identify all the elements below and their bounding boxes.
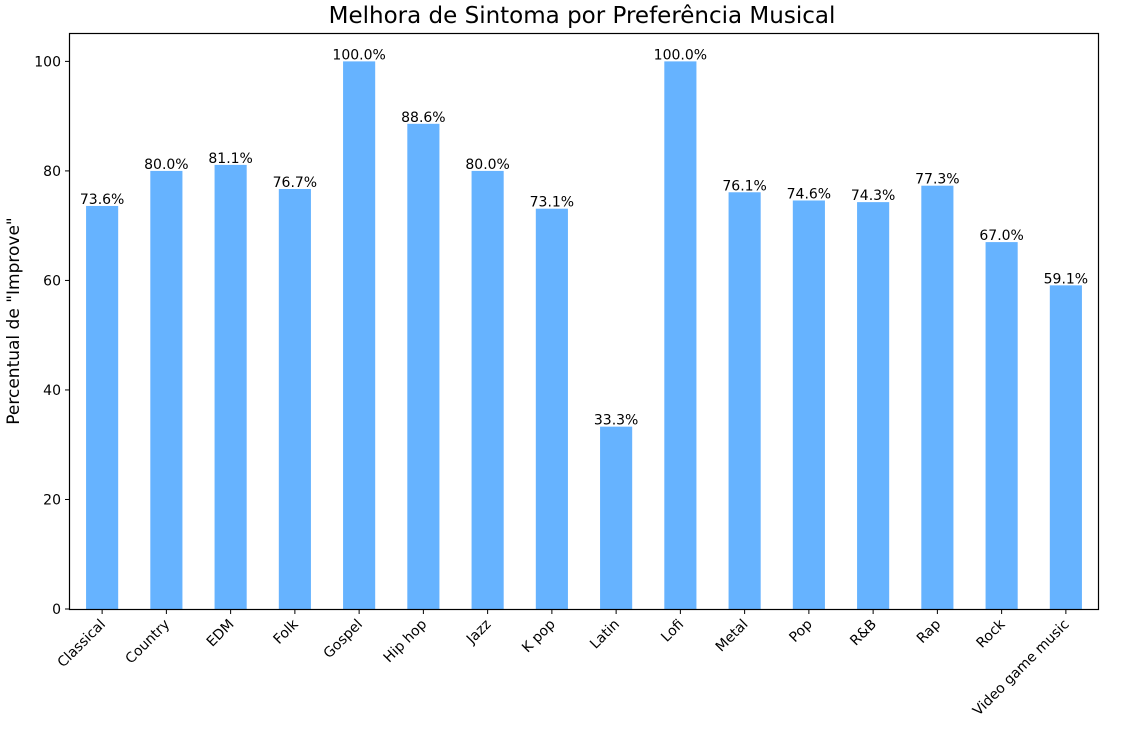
x-tick-label: Metal: [713, 617, 752, 656]
bar-value-label: 100.0%: [654, 47, 707, 63]
bar-value-label: 80.0%: [465, 157, 509, 173]
chart-title: Melhora de Sintoma por Preferência Music…: [329, 3, 836, 29]
x-axis: Classical Country EDM Folk Gospel Hip hop Jazz…: [55, 609, 1073, 719]
bar-value-label: 59.1%: [1044, 271, 1088, 287]
bar-value-label: 67.0%: [979, 228, 1023, 244]
plot-frame: [68, 32, 1100, 611]
y-tick-label: 100: [34, 54, 61, 70]
bar-value-label: 81.1%: [208, 151, 252, 167]
bar-value-label: 88.6%: [401, 110, 445, 126]
bar-jazz: [471, 170, 504, 609]
bar-value-label: 33.3%: [594, 413, 638, 429]
x-tick-label: Lofi: [658, 617, 687, 646]
bar-metal: [728, 192, 761, 609]
x-tick-label: K pop: [519, 616, 559, 656]
bar-video-game-music: [1049, 285, 1082, 609]
bar-latin: [600, 426, 633, 609]
x-tick-label: Hip hop: [381, 616, 431, 666]
x-tick-label: Country: [123, 617, 174, 668]
y-axis: 0 20 40 60 80 100: [34, 54, 70, 618]
x-tick-label: Latin: [587, 617, 623, 653]
bar-lofi: [664, 61, 697, 609]
bar-edm: [214, 164, 247, 609]
bar-country: [150, 170, 183, 609]
bar-r-b: [857, 202, 890, 609]
y-tick-label: 20: [43, 492, 61, 508]
bar-value-label: 100.0%: [332, 47, 385, 63]
bars-layer: [86, 61, 1082, 610]
x-tick-label: EDM: [204, 617, 238, 651]
bar-gospel: [343, 61, 376, 609]
x-tick-label: Classical: [55, 617, 109, 671]
value-labels-layer: 73.6% 80.0% 81.1% 76.7% 100.0% 88.6% 80.0% 73.1…: [80, 47, 1088, 428]
bar-hip-hop: [407, 123, 440, 610]
bar-value-label: 74.6%: [787, 186, 831, 202]
bar-value-label: 74.3%: [851, 188, 895, 204]
bar-folk: [278, 188, 311, 609]
x-tick-label: Jazz: [463, 617, 494, 648]
y-tick-label: 40: [43, 383, 61, 399]
bar-value-label: 76.7%: [273, 175, 317, 191]
y-tick-label: 60: [43, 273, 61, 289]
y-axis-label: Percentual de "Improve": [4, 217, 24, 424]
bar-value-label: 77.3%: [915, 172, 959, 188]
bar-rap: [921, 185, 954, 609]
x-tick-label: R&B: [847, 617, 880, 650]
x-tick-label: Rap: [914, 616, 944, 646]
bar-k-pop: [535, 208, 568, 609]
y-tick-label: 80: [43, 164, 61, 180]
bar-pop: [792, 200, 825, 609]
x-tick-label: Gospel: [321, 617, 366, 662]
y-tick-label: 0: [52, 602, 61, 618]
x-tick-label: Rock: [973, 616, 1009, 652]
x-tick-label: Folk: [271, 616, 303, 648]
bar-value-label: 73.1%: [530, 195, 574, 211]
bar-value-label: 73.6%: [80, 192, 124, 208]
bar-classical: [86, 205, 119, 609]
bar-value-label: 80.0%: [144, 157, 188, 173]
x-tick-label: Pop: [786, 616, 815, 645]
bar-value-label: 76.1%: [722, 178, 766, 194]
bar-rock: [985, 242, 1018, 609]
